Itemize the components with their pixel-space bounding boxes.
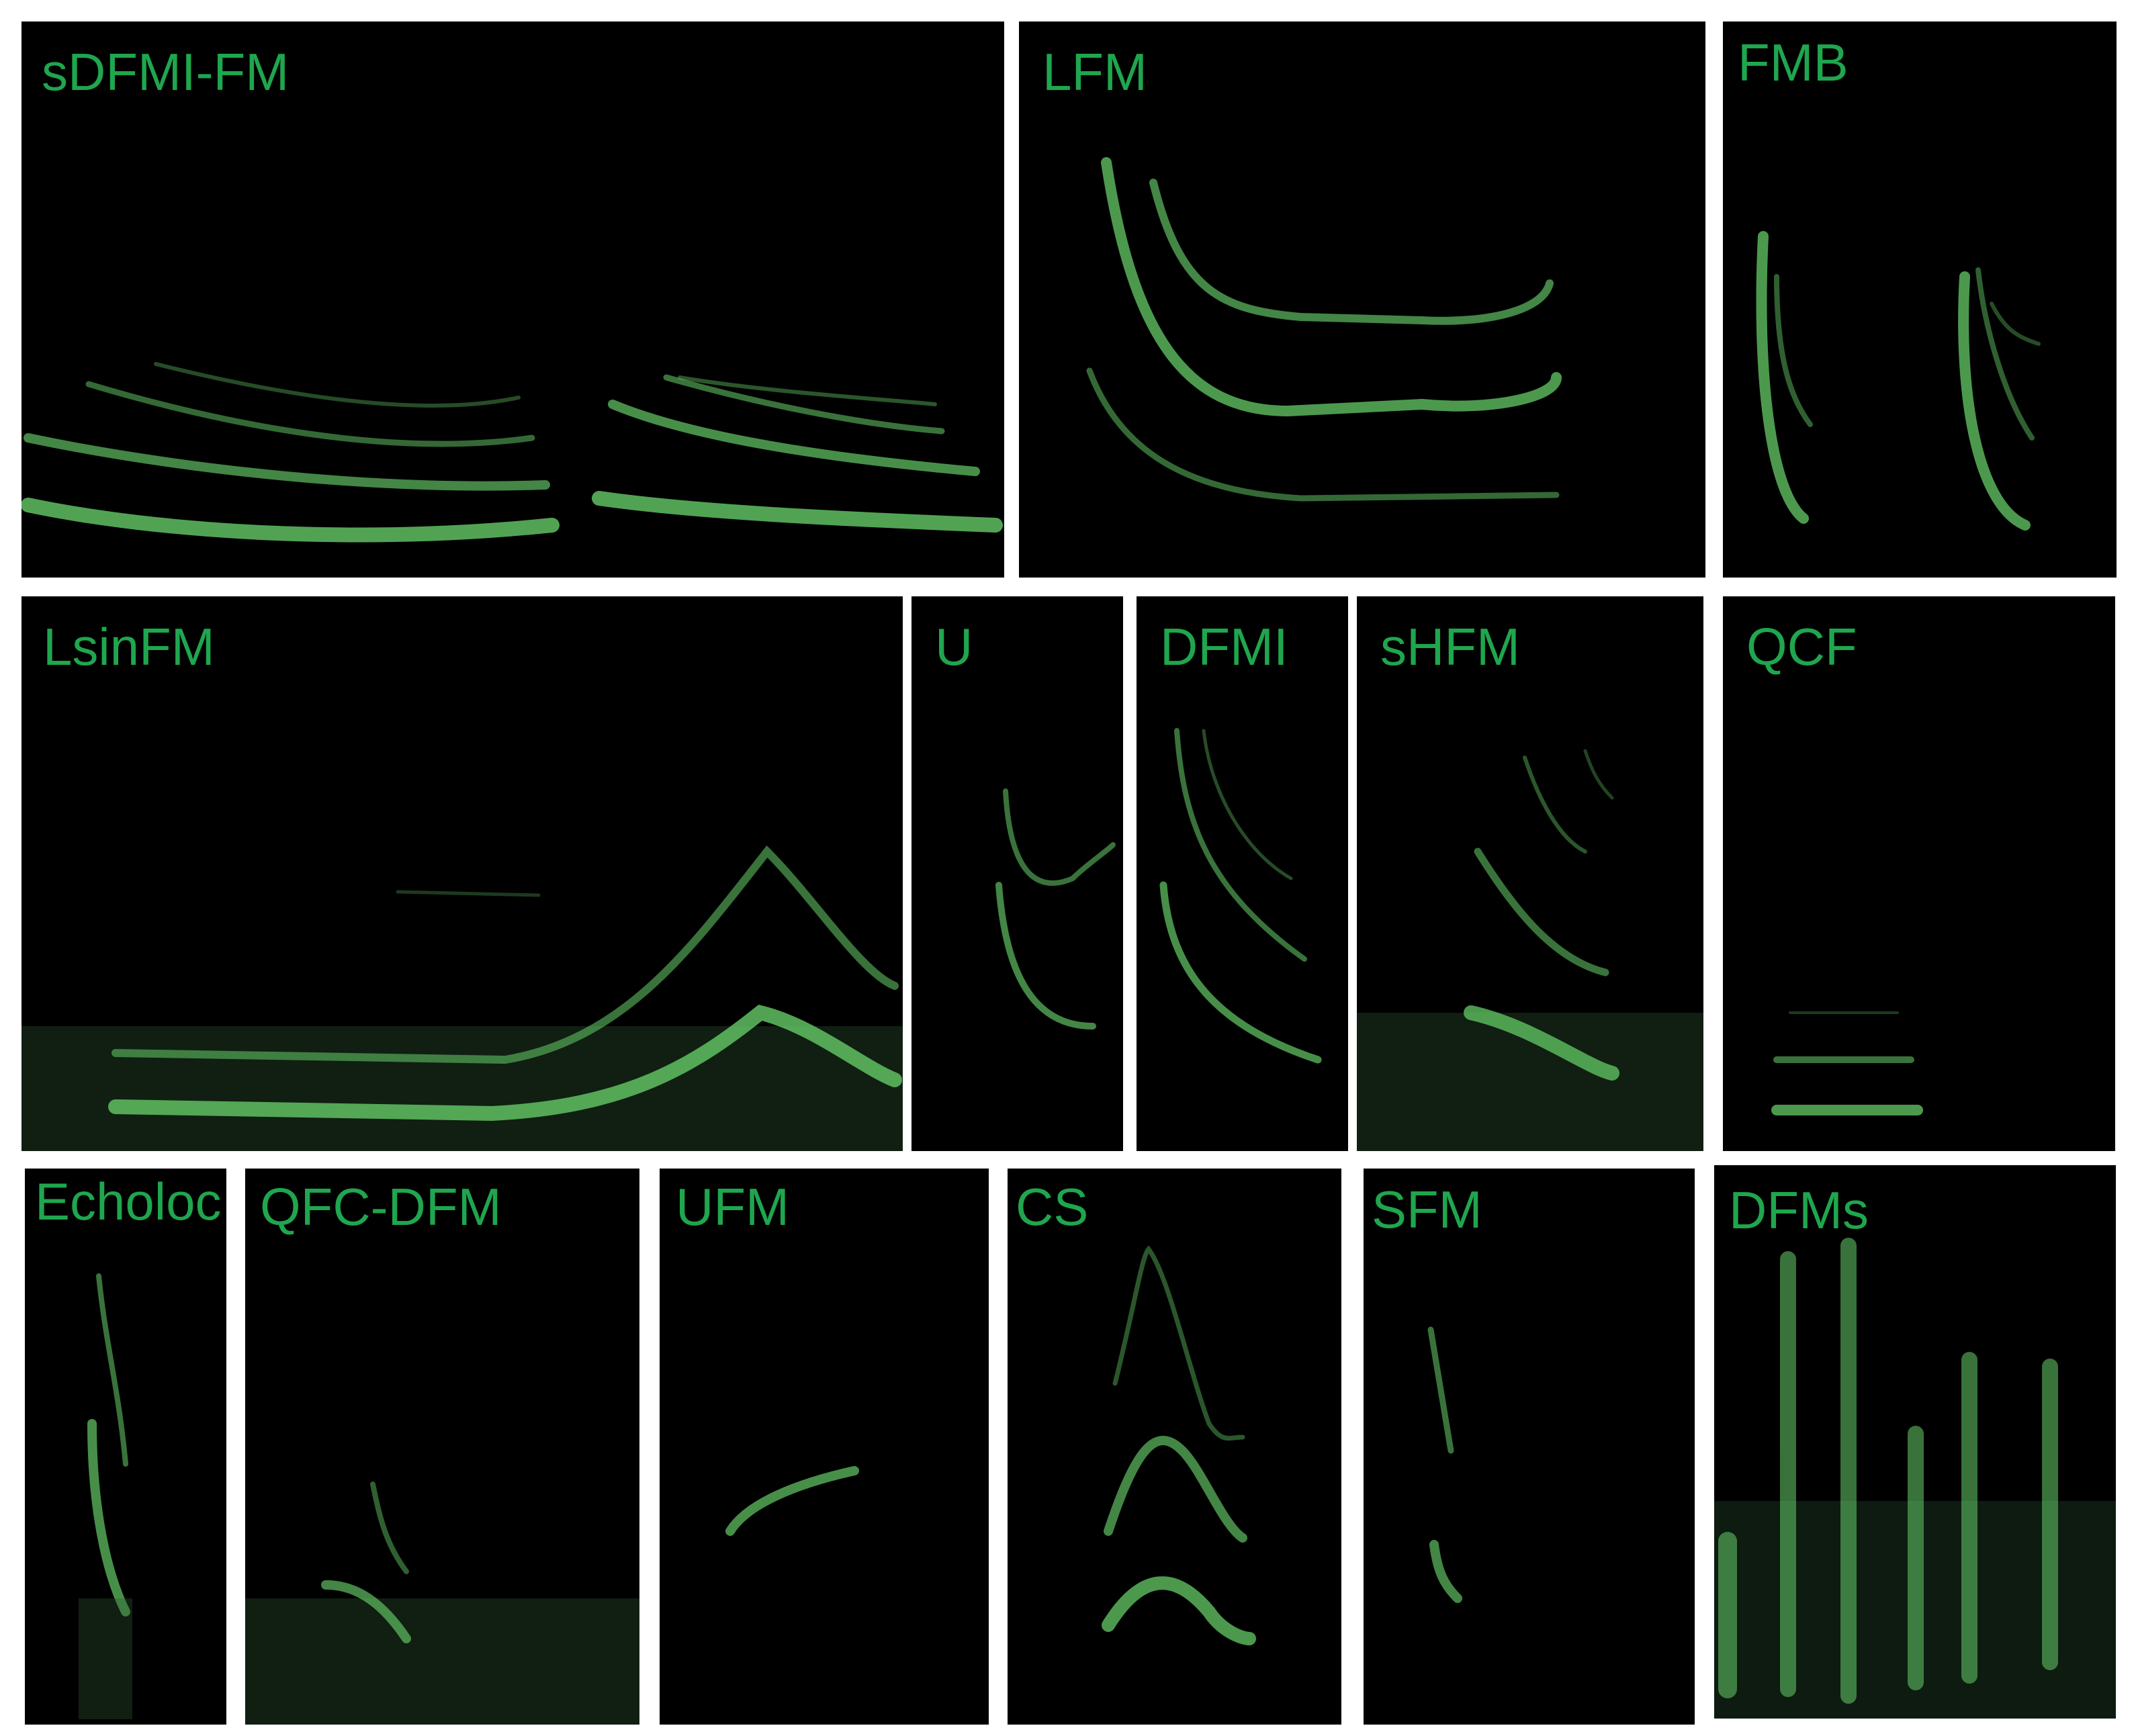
spectrogram-qcf (1771, 1011, 1923, 1115)
panel-label: SFM (1372, 1180, 1482, 1239)
spectrogram-cs (1102, 1245, 1256, 1645)
panel-label: DFMs (1729, 1181, 1869, 1240)
panel-label: FMB (1738, 33, 1849, 92)
spectrogram-shfm (1357, 749, 1703, 1151)
spectrogram-ufm (725, 1466, 859, 1536)
panel-label: LsinFM (43, 617, 215, 676)
panel-dfms: DFMs (1714, 1165, 2116, 1719)
spectrogram-echoloc (79, 1273, 132, 1719)
panel-lsinfm: LsinFM (21, 596, 903, 1151)
panel-dfmi: DFMI (1137, 596, 1348, 1151)
spectrogram-qfc-dfm (245, 1481, 639, 1725)
spectrogram-u (995, 788, 1116, 1030)
spectrogram-lsinfm (21, 845, 903, 1151)
spectrogram-sfm (1427, 1326, 1462, 1603)
panel-fmb: FMB (1723, 21, 2117, 578)
panel-sdfmi-fm: sDFMI-FM (21, 21, 1004, 578)
panel-u: U (911, 596, 1123, 1151)
panel-label: QCF (1746, 617, 1857, 676)
panel-sfm: SFM (1364, 1169, 1695, 1725)
spectrogram-dfmi (1159, 728, 1322, 1064)
spectrogram-lfm (1086, 157, 1562, 502)
spectrogram-sdfmi-fm (21, 362, 1003, 543)
panel-label: UFM (676, 1177, 789, 1236)
panel-shfm: sHFM (1357, 596, 1703, 1151)
spectrogram-dfms (1714, 1238, 2116, 1719)
panel-label: sDFMI-FM (42, 42, 290, 101)
panel-ufm: UFM (660, 1169, 989, 1725)
panel-label: Echoloc (35, 1172, 222, 1231)
panel-echoloc: Echoloc (25, 1169, 226, 1725)
panel-label: CS (1016, 1177, 1089, 1236)
panel-lfm: LFM (1019, 21, 1705, 578)
panel-label: QFC-DFM (260, 1177, 502, 1236)
panel-label: LFM (1042, 42, 1147, 101)
panel-qcf: QCF (1723, 596, 2115, 1151)
panel-cs: CS (1008, 1169, 1341, 1725)
panel-label: DFMI (1160, 617, 1288, 676)
panel-label: U (935, 617, 973, 676)
panel-qfc-dfm: QFC-DFM (245, 1169, 639, 1725)
panel-label: sHFM (1380, 617, 1520, 676)
spectrogram-fmb (1756, 231, 2041, 531)
